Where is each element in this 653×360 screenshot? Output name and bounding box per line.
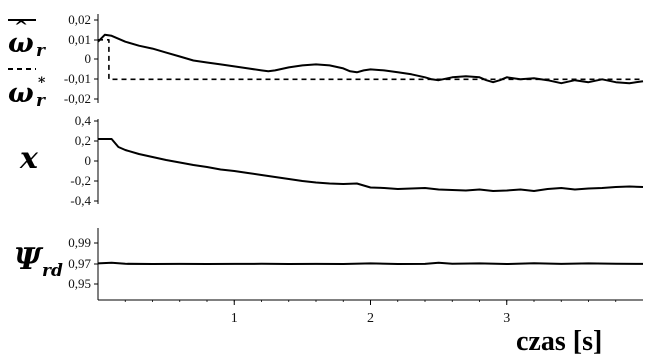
psi-panel: Ψ rd 0,99 0,97 0,95 [14,228,644,300]
series-line [97,33,644,85]
y-tick-label: 0,99 [68,235,91,250]
y-tick-label: -0,01 [64,71,91,86]
y-tick-label: 0,01 [68,32,91,47]
y-tick-label: 0,95 [68,276,91,291]
omega-hat-symbol: ω [8,28,34,59]
y-tick-label: -0,02 [64,91,91,106]
x-symbol: x [19,141,39,176]
psi-symbol: Ψ [14,242,44,277]
reference-line [98,38,643,81]
y-tick-label: 0,02 [68,12,91,27]
omega-hat-subscript: r [36,41,46,61]
omega-ref-star: * [38,75,46,91]
series-line [97,261,644,265]
time-axis: czas [s] 1 2 3 [98,299,643,357]
omega-ref-subscript: r [36,91,46,111]
omega-hat-caret: ^ [14,17,28,37]
psi-subscript: rd [42,261,63,281]
x-tick-label: 3 [503,311,510,326]
omega-panel: ω ^ r ω r * 0,02 0,01 0 -0,01 -0,02 [8,12,644,111]
time-axis-label: czas [s] [516,326,602,357]
y-tick-label: 0,97 [68,256,91,271]
x-panel: x 0,4 0,2 0 -0,2 -0,4 [19,113,644,208]
x-tick-label: 2 [367,311,374,326]
y-tick-label: 0 [85,153,92,168]
y-tick-label: 0,2 [75,133,91,148]
y-tick-label: -0,4 [70,193,91,208]
y-tick-label: -0,2 [70,173,91,188]
x-tick-label: 1 [231,311,238,326]
series-line [98,138,644,192]
omega-ref-symbol: ω [8,78,34,109]
y-tick-label: 0,4 [75,113,92,128]
y-tick-label: 0 [85,51,92,66]
